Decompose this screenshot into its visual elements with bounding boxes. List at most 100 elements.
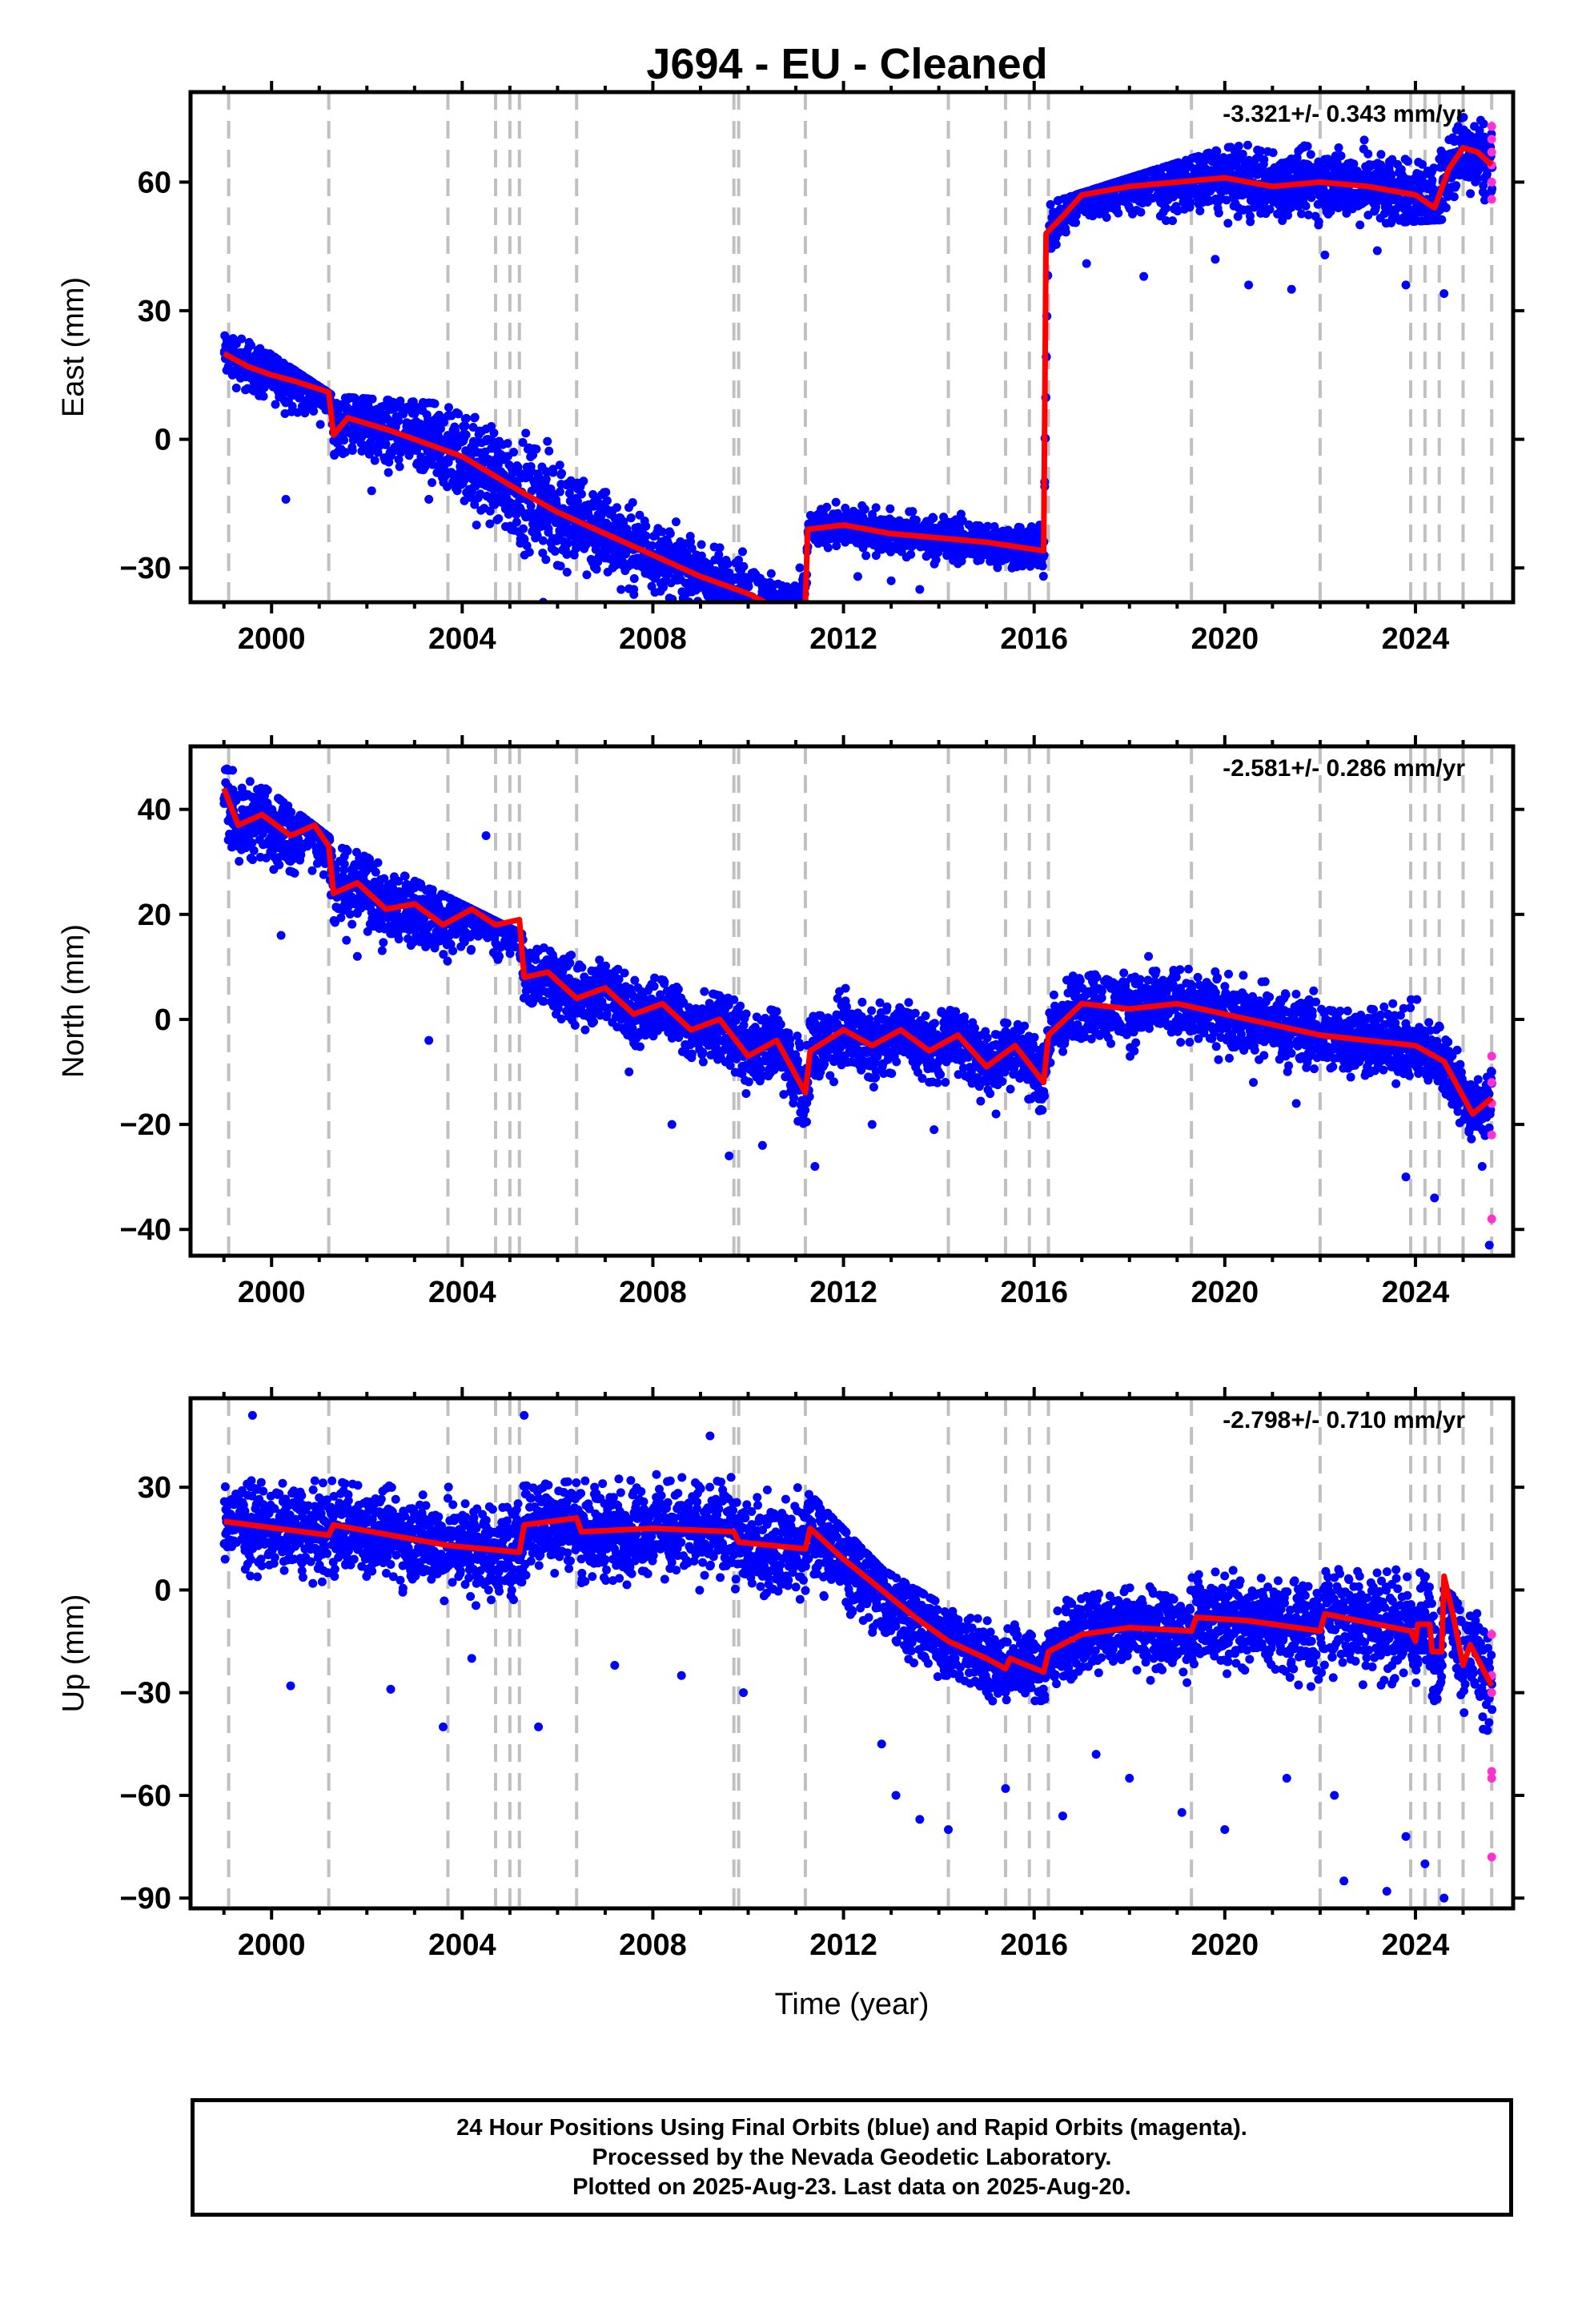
final-orbit-point: [526, 501, 536, 511]
final-orbit-point: [1441, 203, 1451, 212]
final-orbit-outlier: [629, 585, 639, 594]
final-orbit-point: [738, 612, 747, 621]
final-orbit-outlier: [953, 559, 962, 569]
final-orbit-point: [1162, 215, 1171, 225]
final-orbit-point: [1238, 149, 1247, 159]
final-orbit-point: [485, 506, 495, 516]
final-orbit-point: [1136, 207, 1146, 217]
final-orbit-point: [648, 541, 657, 550]
plot-area: [219, 92, 1497, 629]
final-orbit-point: [576, 489, 586, 499]
final-orbit-point: [1479, 181, 1488, 191]
final-orbit-point: [287, 401, 297, 411]
x-tick-label: 2024: [1382, 622, 1450, 656]
final-orbit-point: [1303, 210, 1313, 219]
final-orbit-point: [544, 528, 553, 537]
final-orbit-point: [370, 456, 379, 465]
plot-frame: [188, 90, 1516, 605]
final-orbit-point: [776, 620, 785, 629]
final-orbit-point: [275, 860, 284, 870]
final-orbit-point: [319, 870, 328, 879]
final-orbit-point: [629, 574, 639, 584]
final-orbit-point: [750, 606, 759, 615]
velocity-rate-label: -3.321+/- 0.343 mm/yr: [1223, 101, 1465, 127]
final-orbit-point: [908, 507, 917, 517]
final-orbit-point: [772, 617, 781, 626]
final-orbit-point: [521, 428, 531, 438]
final-orbit-point: [657, 527, 667, 537]
final-orbit-point: [759, 609, 768, 617]
final-orbit-point: [641, 521, 651, 531]
final-orbit-point: [1214, 208, 1223, 218]
final-orbit-point: [1363, 149, 1373, 159]
final-orbit-point: [1359, 135, 1369, 145]
final-orbit-point: [743, 615, 752, 624]
final-orbit-point: [787, 613, 796, 621]
y-tick-label: 0: [155, 424, 171, 457]
x-tick-label: 2012: [809, 622, 877, 656]
final-orbit-point: [775, 611, 784, 620]
final-orbit-outlier: [1401, 280, 1411, 290]
final-orbit-point: [1243, 140, 1252, 150]
final-orbit-point: [725, 568, 734, 577]
final-orbit-point: [228, 766, 238, 775]
final-orbit-point: [911, 515, 921, 525]
final-orbit-point: [798, 605, 807, 613]
final-orbit-point: [775, 606, 784, 615]
final-orbit-point: [342, 935, 351, 945]
x-tick-label: 2000: [238, 622, 306, 656]
final-orbit-point: [1026, 561, 1035, 571]
final-orbit-point: [494, 514, 504, 524]
final-orbit-point: [665, 529, 675, 538]
final-orbit-point: [1437, 215, 1447, 224]
final-orbit-point: [592, 565, 601, 574]
final-orbit-point: [428, 885, 437, 895]
final-orbit-point: [761, 615, 770, 624]
final-orbit-point: [762, 612, 771, 621]
final-orbit-point: [793, 609, 801, 617]
final-orbit-point: [773, 619, 782, 628]
final-orbit-point: [420, 462, 430, 472]
final-orbit-point: [775, 619, 784, 628]
final-orbit-point: [793, 612, 802, 621]
final-orbit-point: [733, 608, 741, 617]
final-orbit-point: [774, 604, 783, 613]
final-orbit-point: [754, 617, 763, 625]
final-orbit-point: [1403, 157, 1412, 167]
final-orbit-point: [602, 496, 612, 505]
final-orbit-point: [394, 876, 404, 886]
final-orbit-point: [860, 505, 869, 514]
final-orbit-point: [1102, 212, 1111, 222]
final-orbit-point: [722, 609, 731, 618]
final-orbit-point: [797, 609, 805, 618]
final-orbit-point: [885, 504, 895, 513]
final-orbit-outlier: [1139, 271, 1149, 281]
final-orbit-point: [381, 440, 391, 449]
final-orbit-point: [394, 416, 404, 426]
final-orbit-point: [307, 866, 317, 875]
final-orbit-outlier: [1287, 284, 1296, 294]
final-orbit-point: [1038, 561, 1047, 571]
final-orbit-outlier: [915, 585, 925, 594]
final-orbit-outlier: [749, 606, 757, 615]
final-orbit-point: [373, 448, 383, 457]
final-orbit-point: [832, 541, 841, 551]
final-orbit-point: [330, 918, 339, 927]
final-orbit-point: [564, 489, 574, 498]
final-orbit-point: [347, 919, 357, 929]
final-orbit-point: [729, 607, 737, 616]
final-orbit-point: [1482, 170, 1492, 179]
final-orbit-point: [373, 858, 383, 867]
final-orbit-point: [760, 608, 769, 617]
final-orbit-point: [739, 561, 749, 571]
final-orbit-point: [400, 871, 410, 881]
final-orbit-point: [931, 555, 941, 565]
final-orbit-outlier: [367, 486, 376, 496]
final-orbit-point: [720, 606, 729, 615]
final-orbit-point: [780, 604, 789, 613]
final-orbit-point: [231, 796, 241, 806]
final-orbit-point: [786, 605, 795, 613]
final-orbit-point: [781, 604, 790, 613]
final-orbit-point: [671, 517, 681, 527]
